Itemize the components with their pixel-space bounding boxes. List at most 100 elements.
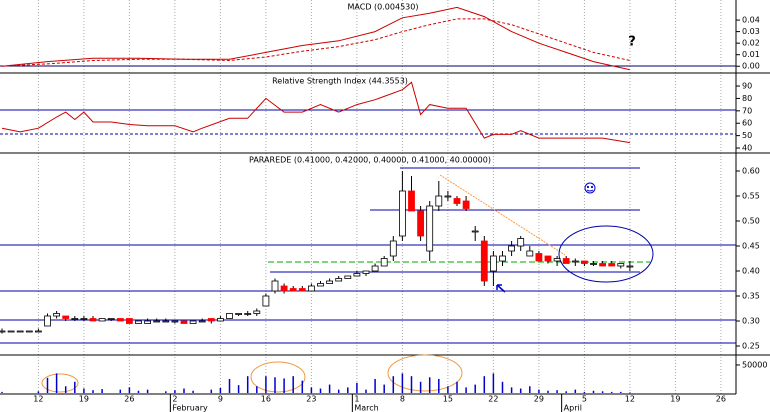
volume-bar [174,390,176,393]
candle-body [417,210,425,237]
y-tick-label: 60 [742,119,752,128]
volume-bar [146,389,149,393]
volume-bar [219,387,222,393]
candle-body [107,318,115,320]
candle-body [526,250,534,257]
x-tick-label: 2 [172,395,177,404]
volume-bar [301,380,304,393]
candle-body [508,245,516,252]
candle-body [25,330,33,333]
candle-body [389,240,397,257]
candle-body [289,288,297,292]
volume-bar [365,389,367,393]
candle-body [153,320,161,323]
y-tick-label: 0.03 [742,27,760,36]
volume-highlight [387,354,463,392]
volume-bar [392,376,395,393]
volume-bar [519,388,522,393]
candle-body [16,330,24,333]
volume-bar [256,386,258,393]
y-tick-label: 90 [742,82,752,91]
volume-bar [83,388,85,393]
volume-bar [37,391,40,393]
volume-bar [601,391,604,393]
candle-body [226,313,233,319]
volume-bar [119,389,122,393]
volume-bar [1,391,3,393]
y-tick-label: 80 [742,94,752,103]
y-tick-label: 0.00 [742,62,760,71]
candle-body [98,318,106,322]
y-tick-label: 0.60 [742,167,760,176]
candle-body [608,263,616,267]
candle-body [198,320,206,323]
y-tick-label: 0.04 [742,16,760,25]
candle-body [335,278,343,282]
volume-highlight [41,373,79,393]
x-tick-label: 26 [124,395,134,404]
candle-body [581,260,588,264]
volume-bar [292,376,294,393]
volume-bar [501,381,504,393]
x-tick-label: 12 [625,395,635,404]
volume-bar [419,381,422,393]
y-tick-label: 0.50 [742,217,760,226]
volume-bar [356,382,358,393]
volume-bar [274,377,276,393]
y-tick-label: 40 [742,144,752,153]
x-tick-label: 19 [670,395,680,404]
candle-body [535,253,543,262]
volume-bar [383,384,385,393]
volume-bar [610,391,613,393]
y-tick-label: 50 [742,131,752,140]
volume-bar [629,392,631,393]
volume-bar [547,390,549,393]
candle-body [116,318,124,322]
candle-body [462,200,470,209]
candle-body [489,255,497,272]
volume-bar [210,389,213,393]
volume-bar [137,390,140,393]
volume-bar [374,378,376,393]
panel-title: MACD (0.004530) [348,3,419,12]
volume-bar [529,386,531,393]
candle-body [317,283,324,287]
volume-bar [165,391,167,393]
candle-body [426,205,434,252]
y-tick-label: 0.01 [742,50,760,59]
candle-body [244,313,252,315]
candle-body [53,313,60,317]
x-tick-label: 23 [306,395,316,404]
candle-body [180,320,188,324]
candle-body [71,318,79,320]
candle-body [553,258,561,262]
series-line [1,6,631,71]
candle-body [216,318,224,322]
volume-bar [101,389,103,393]
candle-body [7,330,15,333]
candle-body [517,238,525,247]
volume-bar [447,386,449,393]
smiley [584,182,596,194]
candle-body [398,190,406,237]
candle-body [590,263,597,265]
candle-body [126,318,133,324]
candle-body [171,320,179,323]
arrow [496,284,506,293]
candle-body [344,275,352,279]
candle-body [453,198,461,204]
candle-body [271,280,279,292]
candle-body [89,318,97,322]
y-tick-label: 50000 [742,360,767,369]
series-line [1,18,631,67]
volume-bar [237,385,240,393]
volume-bar [583,391,586,393]
candle-body [435,195,443,207]
candle-body [189,320,197,324]
x-tick-label: 19 [79,395,89,404]
volume-bar [410,376,413,393]
candle-body [62,315,70,319]
x-tick-label: 29 [534,395,544,404]
annotation: ? [628,35,636,50]
